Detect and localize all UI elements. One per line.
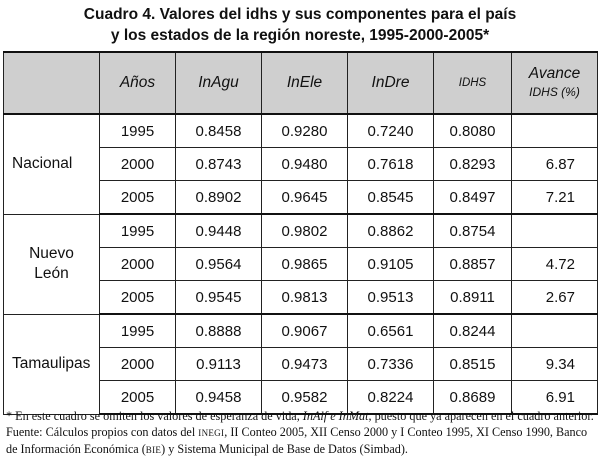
cell-idhs: 0.8857 <box>433 247 512 281</box>
cell-avance: 2.67 <box>511 280 598 315</box>
cell-idhs: 0.8754 <box>433 213 512 248</box>
table-title: Cuadro 4. Valores del idhs y sus compone… <box>0 4 600 46</box>
cell-inagu: 0.8902 <box>175 180 262 215</box>
cell-idhs: 0.8689 <box>433 380 512 415</box>
region-cell: Nuevo León <box>3 213 100 315</box>
cell-indre: 0.7336 <box>347 347 434 381</box>
cell-indre: 0.6561 <box>347 313 434 348</box>
table-row: 2000 0.8743 0.9480 0.7618 0.8293 6.87 <box>4 147 598 181</box>
footnote-note: * En este cuadro se omiten los valores d… <box>6 408 596 424</box>
note-text-a: * En este cuadro se omiten los valores d… <box>6 409 303 423</box>
table-row: 2005 0.9545 0.9813 0.9513 0.8911 2.67 <box>4 280 598 315</box>
cell-idhs: 0.8497 <box>433 180 512 215</box>
title-line-1: Cuadro 4. Valores del idhs y sus compone… <box>83 6 517 23</box>
cell-inele: 0.9582 <box>261 380 348 415</box>
cell-inele: 0.9473 <box>261 347 348 381</box>
cell-inagu: 0.8888 <box>175 313 262 348</box>
cell-anio: 2000 <box>99 147 176 181</box>
source-text-b: , II Conteo 2005, XII Censo 2000 y I Con… <box>6 425 588 456</box>
cell-avance: 9.34 <box>511 347 598 381</box>
cell-inele: 0.9067 <box>261 313 348 348</box>
cell-indre: 0.8224 <box>347 380 434 415</box>
cell-inagu: 0.8743 <box>175 147 262 181</box>
cell-inagu: 0.9448 <box>175 213 262 248</box>
cell-avance: 6.87 <box>511 147 598 181</box>
cell-anio: 1995 <box>99 213 176 248</box>
cell-anio: 2005 <box>99 180 176 215</box>
region-label: Nacional <box>12 155 73 173</box>
cell-indre: 0.9105 <box>347 247 434 281</box>
region-cell: Nacional <box>3 113 100 215</box>
region-cell: Tamaulipas <box>3 313 100 415</box>
cell-anio: 2000 <box>99 247 176 281</box>
region-label-line2: León <box>34 265 69 282</box>
cell-anio: 1995 <box>99 113 176 148</box>
cell-indre: 0.7240 <box>347 113 434 148</box>
cell-inagu: 0.9545 <box>175 280 262 315</box>
table-row: Nuevo León 1995 0.9448 0.9802 0.8862 0.8… <box>3 213 598 315</box>
header-region <box>3 51 100 115</box>
cell-avance: 4.72 <box>511 247 598 281</box>
cell-inele: 0.9865 <box>261 247 348 281</box>
source-text-a: Fuente: Cálculos propios con datos del <box>6 425 199 439</box>
region-label-line1: Nuevo <box>29 245 74 262</box>
header-inele: InEle <box>261 51 348 115</box>
table-row: Nacional 1995 0.8458 0.9280 0.7240 0.808… <box>3 113 598 215</box>
cell-idhs: 0.8080 <box>433 113 512 148</box>
table-row: 2005 0.9458 0.9582 0.8224 0.8689 6.91 <box>4 380 598 415</box>
table-row: 2000 0.9113 0.9473 0.7336 0.8515 9.34 <box>4 347 598 381</box>
cell-indre: 0.7618 <box>347 147 434 181</box>
header-indre: InDre <box>347 51 434 115</box>
cell-anio: 2005 <box>99 280 176 315</box>
source-inegi: INEGI <box>198 428 225 438</box>
header-row: Años InAgu InEle InDre IDHS Avance IDHS … <box>3 51 598 115</box>
cell-inele: 0.9480 <box>261 147 348 181</box>
title-line-2: y los estados de la región noreste, 1995… <box>110 27 490 44</box>
cell-avance: 6.91 <box>511 380 598 415</box>
cell-idhs: 0.8244 <box>433 313 512 348</box>
cell-indre: 0.8862 <box>347 213 434 248</box>
cell-idhs: 0.8911 <box>433 280 512 315</box>
cell-inagu: 0.8458 <box>175 113 262 148</box>
note-italic: InAlf e InMat, <box>302 409 372 423</box>
footnote-block: * En este cuadro se omiten los valores d… <box>6 408 596 458</box>
header-idhs: IDHS <box>433 51 512 115</box>
header-anios: Años <box>99 51 176 115</box>
note-text-b: puesto que ya aparecen en el cuadro ante… <box>371 409 594 423</box>
cell-avance <box>511 313 598 348</box>
table-row: 2005 0.8902 0.9645 0.8545 0.8497 7.21 <box>4 180 598 215</box>
cell-inele: 0.9280 <box>261 113 348 148</box>
cell-inele: 0.9645 <box>261 180 348 215</box>
cell-indre: 0.9513 <box>347 280 434 315</box>
cell-avance <box>511 113 598 148</box>
data-table: Años InAgu InEle InDre IDHS Avance IDHS … <box>3 51 598 415</box>
cell-inagu: 0.9564 <box>175 247 262 281</box>
cell-anio: 1995 <box>99 313 176 348</box>
cell-idhs: 0.8293 <box>433 147 512 181</box>
cell-indre: 0.8545 <box>347 180 434 215</box>
source-bie: BIE <box>145 445 162 455</box>
region-label: Tamaulipas <box>12 355 91 372</box>
cell-inele: 0.9802 <box>261 213 348 248</box>
table-row: 2000 0.9564 0.9865 0.9105 0.8857 4.72 <box>4 247 598 281</box>
cell-avance <box>511 213 598 248</box>
header-avance-line1: Avance <box>528 65 581 82</box>
cell-inele: 0.9813 <box>261 280 348 315</box>
cell-anio: 2005 <box>99 380 176 415</box>
footnote-source: Fuente: Cálculos propios con datos del I… <box>6 424 596 458</box>
source-text-c: ) y Sistema Municipal de Base de Datos (… <box>161 442 408 456</box>
cell-anio: 2000 <box>99 347 176 381</box>
cell-inagu: 0.9113 <box>175 347 262 381</box>
header-avance-line2: IDHS (%) <box>529 85 580 99</box>
table-row: Tamaulipas 1995 0.8888 0.9067 0.6561 0.8… <box>3 313 598 415</box>
header-avance: Avance IDHS (%) <box>511 51 598 115</box>
header-inagu: InAgu <box>175 51 262 115</box>
cell-avance: 7.21 <box>511 180 598 215</box>
cell-idhs: 0.8515 <box>433 347 512 381</box>
